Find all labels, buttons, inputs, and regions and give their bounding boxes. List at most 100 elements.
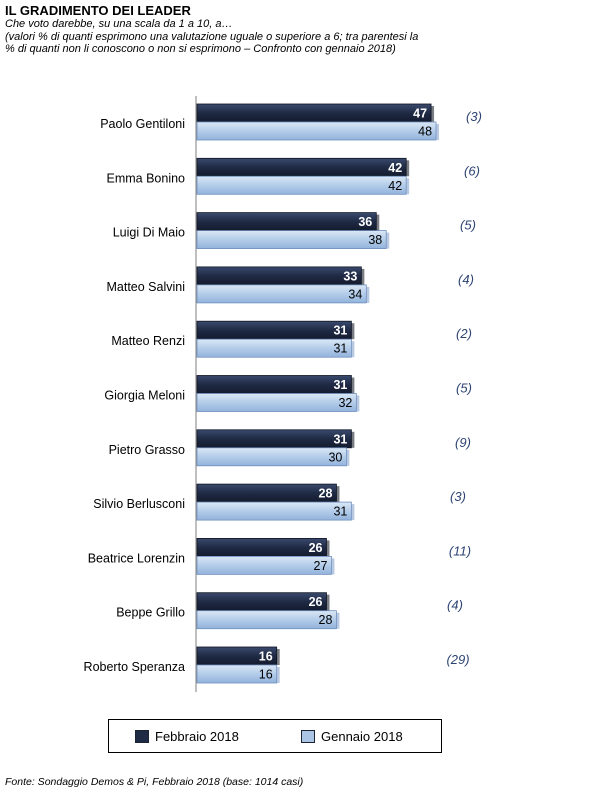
value-label-gennaio-beatrice-lorenzin: 27: [314, 559, 328, 573]
value-label-gennaio-matteo-salvini: 34: [348, 287, 362, 301]
bar-febbraio-giorgia-meloni: [196, 375, 352, 394]
bar-febbraio-matteo-salvini: [196, 266, 362, 286]
bar-gennaio-matteo-renzi: [196, 338, 352, 358]
chart-title: IL GRADIMENTO DEI LEADER: [5, 3, 191, 18]
category-label-roberto-speranza: Roberto Speranza: [84, 660, 186, 674]
category-label-emma-bonino: Emma Bonino: [106, 171, 185, 185]
annotation-paolo-gentiloni: (3): [466, 109, 482, 124]
bar-febbraio-matteo-renzi: [196, 320, 352, 340]
subtitle-line-2: (valori % di quanti esprimono una valuta…: [5, 30, 419, 43]
bar-febbraio-beatrice-lorenzin: [196, 538, 327, 557]
annotation-pietro-grasso: (9): [455, 435, 471, 450]
bar-edge-silvio-berlusconi: [351, 504, 355, 521]
value-label-gennaio-giorgia-meloni: 32: [338, 396, 352, 410]
bar-edge-matteo-salvini: [361, 268, 365, 285]
value-label-febbraio-matteo-renzi: 31: [333, 324, 347, 338]
category-label-beppe-grillo: Beppe Grillo: [116, 606, 185, 620]
bar-edge-matteo-renzi: [351, 341, 355, 358]
annotation-beatrice-lorenzin: (11): [449, 543, 471, 558]
chart-legend: Febbraio 2018 Gennaio 2018: [108, 719, 442, 753]
subtitle-line-3: % di quanti non li conoscono o non si es…: [5, 43, 396, 55]
bar-febbraio-luigi-di-maio: [196, 212, 377, 232]
value-label-gennaio-roberto-speranza: 16: [259, 668, 273, 682]
value-label-gennaio-emma-bonino: 42: [388, 179, 402, 193]
value-label-febbraio-luigi-di-maio: 36: [358, 215, 372, 229]
bar-edge-paolo-gentiloni: [431, 106, 435, 122]
category-label-beatrice-lorenzin: Beatrice Lorenzin: [88, 551, 185, 565]
value-label-febbraio-giorgia-meloni: 31: [333, 378, 347, 392]
bar-edge-emma-bonino: [406, 160, 410, 177]
bar-edge-pietro-grasso: [351, 431, 355, 448]
bar-edge-matteo-salvini: [366, 286, 370, 303]
legend-label-gennaio: Gennaio 2018: [321, 729, 403, 744]
annotation-silvio-berlusconi: (3): [450, 489, 466, 504]
bar-febbraio-beppe-grillo: [196, 592, 327, 612]
annotation-beppe-grillo: (4): [447, 598, 463, 613]
bar-febbraio-paolo-gentiloni: [196, 103, 432, 123]
legend-swatch-dark: [135, 730, 149, 743]
value-label-febbraio-matteo-salvini: 33: [343, 269, 357, 283]
value-label-febbraio-beatrice-lorenzin: 26: [309, 541, 323, 555]
category-label-paolo-gentiloni: Paolo Gentiloni: [100, 117, 185, 131]
bar-edge-giorgia-meloni: [351, 377, 355, 394]
bar-febbraio-emma-bonino: [196, 157, 407, 177]
bar-edge-luigi-di-maio: [376, 214, 380, 231]
bar-edge-beatrice-lorenzin: [326, 540, 330, 557]
bar-edge-roberto-speranza: [276, 649, 280, 665]
value-label-gennaio-beppe-grillo: 28: [319, 613, 333, 627]
value-label-gennaio-pietro-grasso: 30: [328, 450, 342, 464]
annotation-emma-bonino: (6): [464, 163, 480, 178]
bar-febbraio-pietro-grasso: [196, 429, 352, 449]
bar-edge-emma-bonino: [406, 178, 410, 195]
bar-gennaio-giorgia-meloni: [196, 393, 357, 412]
bar-gennaio-matteo-salvini: [196, 284, 367, 304]
source-note: Fonte: Sondaggio Demos & Pi, Febbraio 20…: [5, 776, 304, 788]
value-label-febbraio-paolo-gentiloni: 47: [413, 107, 427, 121]
chart-subtitle: Che voto darebbe, su una scala da 1 a 10…: [5, 18, 595, 56]
bar-edge-giorgia-meloni: [356, 395, 360, 412]
subtitle-line-1: Che voto darebbe, su una scala da 1 a 10…: [5, 18, 233, 30]
annotation-luigi-di-maio: (5): [460, 218, 476, 233]
category-label-giorgia-meloni: Giorgia Meloni: [104, 389, 185, 403]
legend-swatch-light: [301, 730, 315, 743]
value-label-febbraio-pietro-grasso: 31: [333, 432, 347, 446]
value-label-gennaio-matteo-renzi: 31: [333, 342, 347, 356]
bar-gennaio-silvio-berlusconi: [196, 501, 352, 521]
value-label-gennaio-paolo-gentiloni: 48: [418, 125, 432, 139]
category-label-matteo-renzi: Matteo Renzi: [111, 334, 185, 348]
category-label-matteo-salvini: Matteo Salvini: [106, 280, 185, 294]
bar-gennaio-paolo-gentiloni: [196, 121, 437, 141]
bar-edge-paolo-gentiloni: [436, 124, 440, 140]
bar-edge-pietro-grasso: [346, 449, 350, 466]
value-label-febbraio-roberto-speranza: 16: [259, 650, 273, 664]
category-label-silvio-berlusconi: Silvio Berlusconi: [93, 497, 185, 511]
legend-label-febbraio: Febbraio 2018: [155, 729, 239, 744]
annotation-matteo-salvini: (4): [458, 272, 474, 287]
bar-gennaio-beatrice-lorenzin: [196, 556, 332, 575]
bar-edge-matteo-renzi: [351, 323, 355, 340]
legend-item-febbraio: Febbraio 2018: [135, 729, 239, 744]
bar-edge-luigi-di-maio: [386, 232, 390, 249]
bar-gennaio-pietro-grasso: [196, 447, 347, 467]
bar-chart: Paolo Gentiloni 47 48 (3) Emma Bonino 42 42 (6)…: [84, 96, 482, 692]
bar-edge-silvio-berlusconi: [336, 486, 340, 503]
bar-edge-beppe-grillo: [326, 594, 330, 611]
category-label-luigi-di-maio: Luigi Di Maio: [113, 226, 185, 240]
bar-gennaio-emma-bonino: [196, 175, 407, 195]
value-label-febbraio-beppe-grillo: 26: [309, 595, 323, 609]
value-label-gennaio-silvio-berlusconi: 31: [333, 505, 347, 519]
annotation-giorgia-meloni: (5): [456, 381, 472, 396]
bar-edge-beatrice-lorenzin: [331, 558, 335, 575]
value-label-gennaio-luigi-di-maio: 38: [368, 233, 382, 247]
legend-item-gennaio: Gennaio 2018: [301, 729, 403, 744]
category-label-pietro-grasso: Pietro Grasso: [109, 443, 185, 457]
bar-edge-roberto-speranza: [276, 667, 280, 683]
annotation-roberto-speranza: (29): [446, 652, 469, 667]
value-label-febbraio-silvio-berlusconi: 28: [319, 487, 333, 501]
value-label-febbraio-emma-bonino: 42: [388, 161, 402, 175]
annotation-matteo-renzi: (2): [456, 326, 472, 341]
bar-gennaio-luigi-di-maio: [196, 230, 387, 250]
bar-edge-beppe-grillo: [336, 612, 340, 629]
bar-gennaio-beppe-grillo: [196, 610, 337, 630]
bar-febbraio-silvio-berlusconi: [196, 483, 337, 503]
